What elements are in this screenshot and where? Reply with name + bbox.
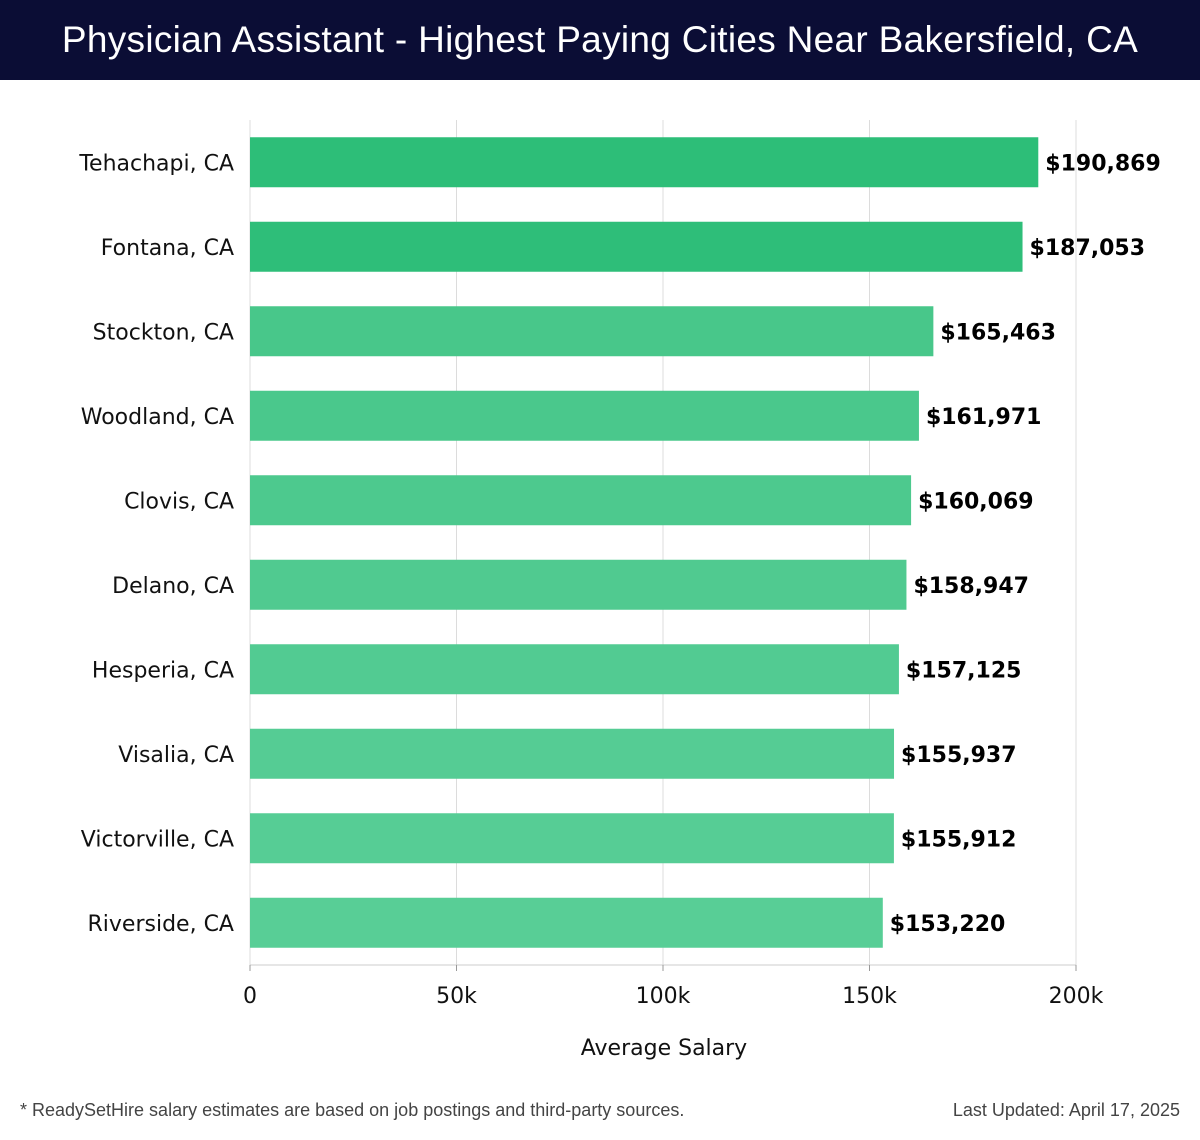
category-label: Stockton, CA: [93, 320, 234, 345]
category-label: Victorville, CA: [81, 827, 234, 852]
category-label: Delano, CA: [112, 574, 234, 599]
bar: [250, 475, 912, 526]
value-label: $153,220: [890, 912, 1006, 937]
bar: [250, 221, 1023, 272]
value-label: $157,125: [906, 658, 1022, 683]
x-axis-label: Average Salary: [581, 1036, 747, 1061]
bar: [250, 306, 934, 357]
bar: [250, 644, 899, 695]
x-tick-label: 100k: [636, 984, 691, 1009]
category-label: Tehachapi, CA: [78, 151, 234, 176]
x-tick-label: 50k: [436, 984, 477, 1009]
last-updated: Last Updated: April 17, 2025: [952, 1100, 1180, 1120]
bar: [250, 137, 1039, 188]
x-tick-label: 200k: [1049, 984, 1104, 1009]
x-tick-label: 0: [243, 984, 257, 1009]
category-label: Fontana, CA: [101, 236, 234, 261]
bar: [250, 728, 895, 779]
bar: [250, 813, 894, 864]
x-tick-label: 150k: [842, 984, 897, 1009]
value-label: $165,463: [940, 320, 1056, 345]
value-label: $190,869: [1045, 151, 1161, 176]
value-label: $158,947: [913, 574, 1029, 599]
category-label: Clovis, CA: [124, 489, 234, 514]
bar: [250, 559, 907, 610]
chart-title: Physician Assistant - Highest Paying Cit…: [0, 0, 1200, 80]
value-label: $187,053: [1030, 236, 1146, 261]
category-label: Riverside, CA: [88, 912, 234, 937]
value-label: $160,069: [918, 489, 1034, 514]
value-label: $161,971: [926, 405, 1042, 430]
category-label: Woodland, CA: [81, 405, 234, 430]
category-label: Hesperia, CA: [92, 658, 234, 683]
x-ticks: 0 50k 100k 150k 200k: [243, 965, 1104, 1009]
bars: Tehachapi, CA $190,869 Fontana, CA $187,053…: [78, 137, 1161, 948]
category-label: Visalia, CA: [118, 743, 234, 768]
value-label: $155,937: [901, 743, 1017, 768]
value-label: $155,912: [901, 827, 1017, 852]
bar: [250, 390, 919, 441]
footnote: * ReadySetHire salary estimates are base…: [20, 1100, 685, 1120]
bar: [250, 897, 883, 948]
